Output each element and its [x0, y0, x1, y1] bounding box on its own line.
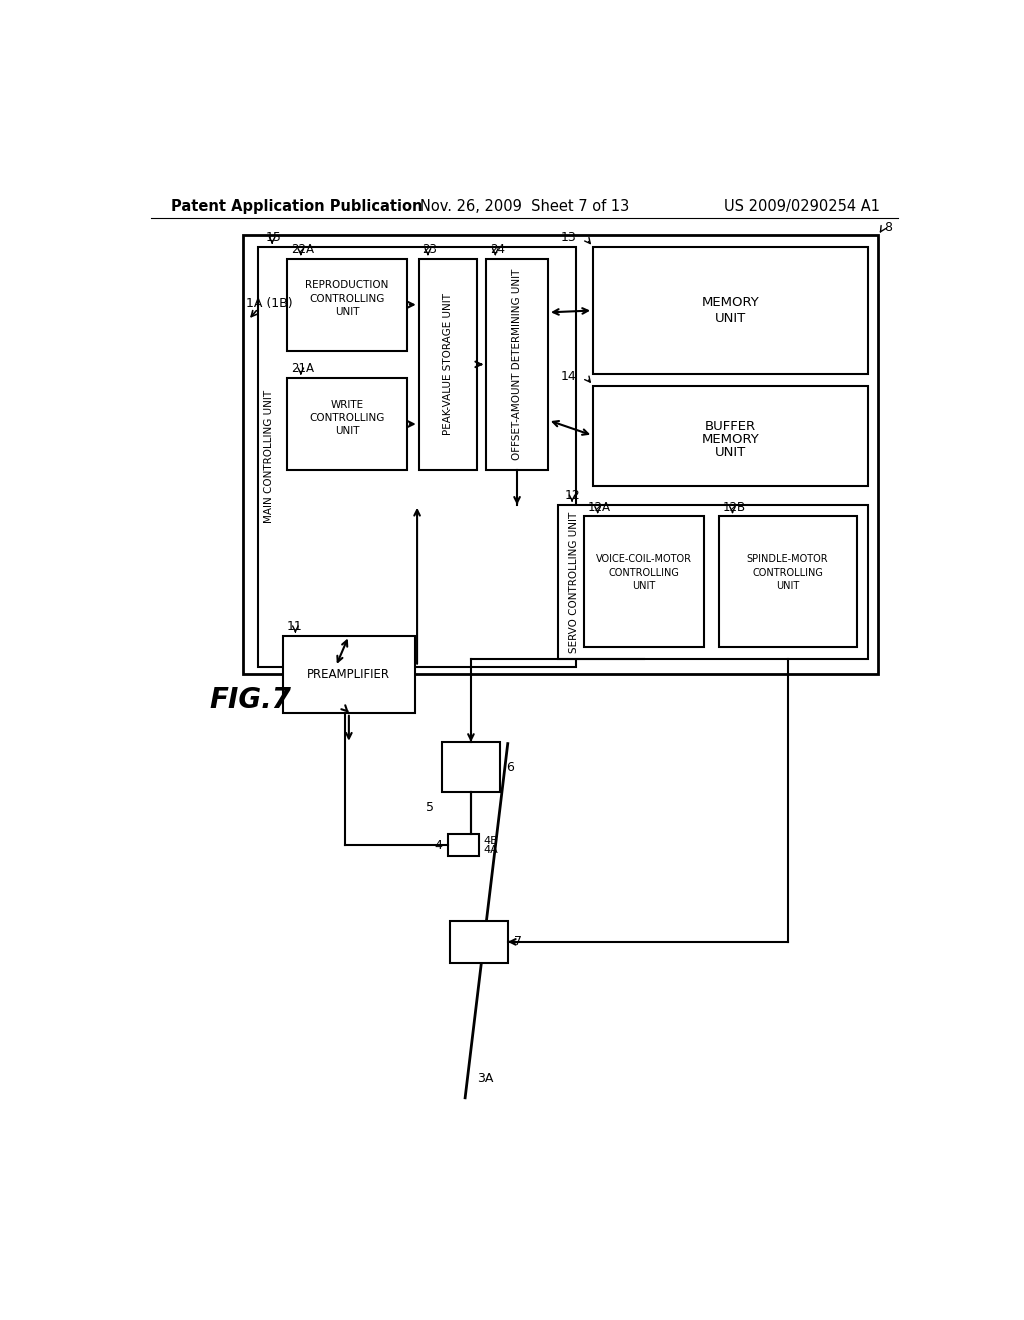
Text: BUFFER: BUFFER — [705, 420, 756, 433]
Text: UNIT: UNIT — [335, 426, 359, 436]
Text: VOICE-COIL-MOTOR: VOICE-COIL-MOTOR — [596, 554, 692, 564]
Text: 11: 11 — [287, 620, 303, 634]
Text: 4: 4 — [434, 838, 442, 851]
Text: 12B: 12B — [722, 500, 745, 513]
Text: MAIN CONTROLLING UNIT: MAIN CONTROLLING UNIT — [264, 391, 274, 523]
Text: 21A: 21A — [291, 362, 313, 375]
Text: Patent Application Publication: Patent Application Publication — [171, 198, 422, 214]
Text: CONTROLLING: CONTROLLING — [608, 568, 679, 578]
Bar — [419, 259, 477, 470]
Text: US 2009/0290254 A1: US 2009/0290254 A1 — [724, 198, 880, 214]
Text: OFFSET-AMOUNT DETERMINING UNIT: OFFSET-AMOUNT DETERMINING UNIT — [512, 269, 522, 461]
Text: 7: 7 — [514, 936, 522, 948]
Text: 22A: 22A — [291, 243, 313, 256]
Text: 23: 23 — [423, 243, 437, 256]
Text: UNIT: UNIT — [715, 446, 746, 459]
Text: PEAK-VALUE STORAGE UNIT: PEAK-VALUE STORAGE UNIT — [442, 293, 453, 436]
Text: 4B: 4B — [483, 836, 498, 846]
Text: UNIT: UNIT — [715, 312, 746, 325]
Text: CONTROLLING: CONTROLLING — [752, 568, 823, 578]
Text: 3A: 3A — [477, 1072, 494, 1085]
Text: UNIT: UNIT — [632, 581, 655, 591]
Bar — [243, 235, 879, 675]
Bar — [258, 247, 575, 667]
Text: 15: 15 — [266, 231, 282, 244]
Bar — [442, 742, 500, 792]
Text: 1A (1B): 1A (1B) — [246, 297, 293, 310]
Bar — [593, 385, 868, 486]
Text: UNIT: UNIT — [335, 306, 359, 317]
Text: 14: 14 — [560, 370, 575, 383]
Text: 12A: 12A — [588, 500, 610, 513]
Bar — [558, 506, 868, 659]
Text: 8: 8 — [885, 222, 892, 234]
Text: UNIT: UNIT — [776, 581, 799, 591]
Text: 24: 24 — [489, 243, 505, 256]
Bar — [593, 247, 868, 374]
Text: 13: 13 — [560, 231, 575, 244]
Text: MEMORY: MEMORY — [701, 296, 760, 309]
Text: 12: 12 — [564, 490, 580, 502]
Bar — [450, 921, 508, 964]
Text: FIG.7: FIG.7 — [209, 686, 291, 714]
Bar — [287, 378, 407, 470]
Text: 5: 5 — [426, 801, 434, 814]
Text: Nov. 26, 2009  Sheet 7 of 13: Nov. 26, 2009 Sheet 7 of 13 — [420, 198, 630, 214]
Text: CONTROLLING: CONTROLLING — [309, 413, 385, 422]
Text: 4A: 4A — [483, 845, 498, 855]
Text: REPRODUCTION: REPRODUCTION — [305, 280, 389, 290]
Text: SPINDLE-MOTOR: SPINDLE-MOTOR — [746, 554, 828, 564]
Bar — [287, 259, 407, 351]
Bar — [486, 259, 548, 470]
Bar — [283, 636, 415, 713]
Bar — [719, 516, 856, 647]
Text: SERVO CONTROLLING UNIT: SERVO CONTROLLING UNIT — [568, 511, 579, 652]
Text: 6: 6 — [506, 760, 514, 774]
Bar — [584, 516, 703, 647]
Bar — [449, 834, 479, 857]
Text: CONTROLLING: CONTROLLING — [309, 293, 385, 304]
Text: PREAMPLIFIER: PREAMPLIFIER — [307, 668, 390, 681]
Text: WRITE: WRITE — [331, 400, 364, 409]
Text: MEMORY: MEMORY — [701, 433, 760, 446]
